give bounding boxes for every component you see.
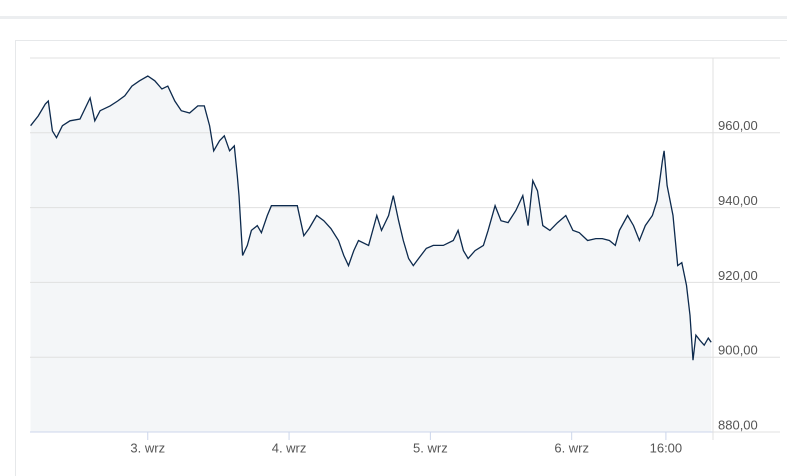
- card: [15, 40, 787, 476]
- price-line: [30, 75, 712, 361]
- top-bar: [0, 16, 787, 19]
- y-tick-label: 920,00: [718, 268, 758, 283]
- x-tick-label: 5. wrz: [413, 440, 448, 455]
- x-tick-label: 6. wrz: [554, 440, 589, 455]
- x-tick-label: 16:00: [650, 440, 683, 455]
- x-tick-label: 3. wrz: [130, 440, 165, 455]
- y-tick-label: 900,00: [718, 343, 758, 358]
- y-tick-label: 960,00: [718, 118, 758, 133]
- y-tick-label: 880,00: [718, 417, 758, 432]
- x-tick-label: 4. wrz: [272, 440, 307, 455]
- y-tick-label: 940,00: [718, 193, 758, 208]
- area-fill: [30, 76, 712, 432]
